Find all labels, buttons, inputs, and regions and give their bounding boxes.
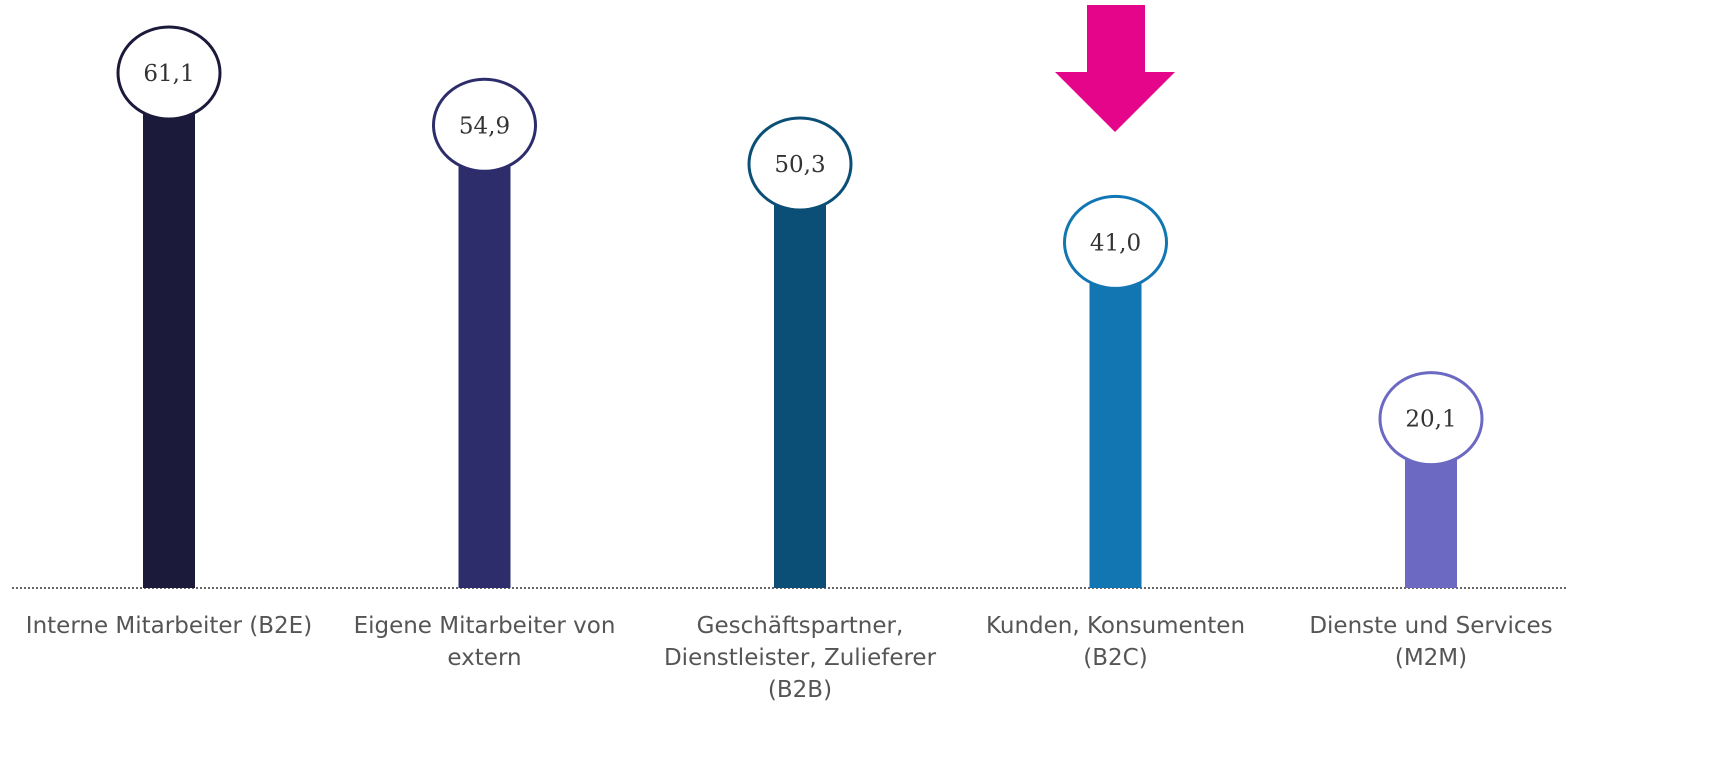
value-bubble: [1378, 371, 1484, 467]
value-label: 20,1: [1405, 407, 1456, 433]
category-label: Eigene Mitarbeiter von extern: [353, 613, 616, 671]
category-label: Interne Mitarbeiter (B2E): [25, 613, 313, 639]
highlight-arrow: [1055, 5, 1175, 132]
category-label: Geschäftspartner, Dienstleister, Zuliefe…: [663, 613, 937, 703]
bar: [458, 125, 511, 588]
value-label: 54,9: [459, 113, 510, 139]
value-label: 41,0: [1090, 230, 1141, 256]
value-bubble: [1063, 194, 1168, 290]
bar: [1089, 242, 1142, 588]
bar: [143, 73, 195, 588]
category-label: Kunden, Konsumenten (B2C): [985, 613, 1246, 671]
value-bubble: [432, 77, 537, 173]
value-bubble: [116, 25, 222, 121]
bar: [774, 164, 826, 588]
value-bubble: [747, 116, 853, 212]
value-label: 61,1: [143, 61, 194, 87]
category-label: Dienste und Services (M2M): [1309, 613, 1553, 671]
value-label: 50,3: [774, 152, 825, 178]
